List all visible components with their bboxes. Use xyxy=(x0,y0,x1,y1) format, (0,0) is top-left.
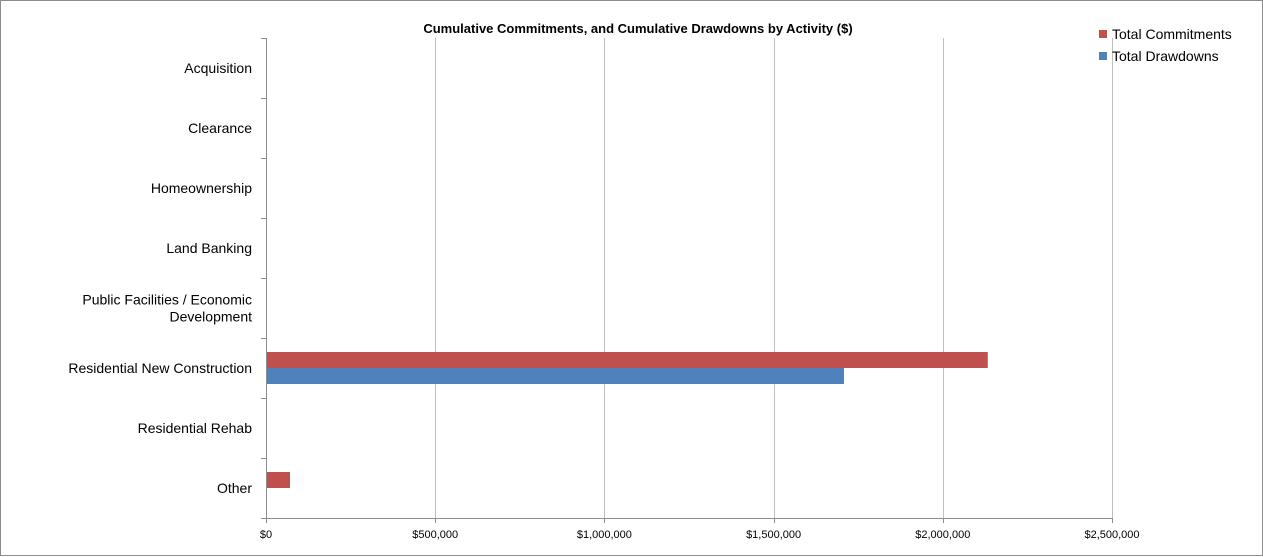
category-label: Residential Rehab xyxy=(138,420,253,436)
bars xyxy=(267,352,988,488)
legend-label: Total Commitments xyxy=(1112,26,1232,42)
category-label: Homeownership xyxy=(151,180,252,196)
gridlines xyxy=(435,38,1113,518)
category-label: Acquisition xyxy=(184,60,252,76)
axes: $0 $500,000 $1,000,000 $1,500,000 $2,000,000… xyxy=(260,38,1140,541)
x-tick-label: $2,000,000 xyxy=(915,529,970,541)
x-tick-label: $1,500,000 xyxy=(746,529,801,541)
x-tick-label: $0 xyxy=(260,529,272,541)
x-tick-label: $500,000 xyxy=(412,529,458,541)
legend: Total Commitments Total Drawdowns xyxy=(1099,26,1232,64)
x-tick-label: $1,000,000 xyxy=(577,529,632,541)
bar-total-drawdowns xyxy=(267,368,844,384)
category-label: Residential New Construction xyxy=(68,360,252,376)
category-label: Public Facilities / Economic Development xyxy=(82,292,252,325)
legend-swatch xyxy=(1099,52,1107,60)
bar-total-commitments xyxy=(267,472,291,488)
category-label: Land Banking xyxy=(166,240,252,256)
category-label: Clearance xyxy=(188,120,252,136)
category-labels: Acquisition Clearance Homeownership Land Ba… xyxy=(68,60,252,496)
legend-label: Total Drawdowns xyxy=(1112,48,1219,64)
bar-total-commitments xyxy=(267,352,988,368)
x-tick-label: $2,500,000 xyxy=(1084,529,1139,541)
chart-title: Cumulative Commitments, and Cumulative D… xyxy=(423,21,852,36)
legend-swatch xyxy=(1099,30,1107,38)
category-label: Other xyxy=(217,480,252,496)
